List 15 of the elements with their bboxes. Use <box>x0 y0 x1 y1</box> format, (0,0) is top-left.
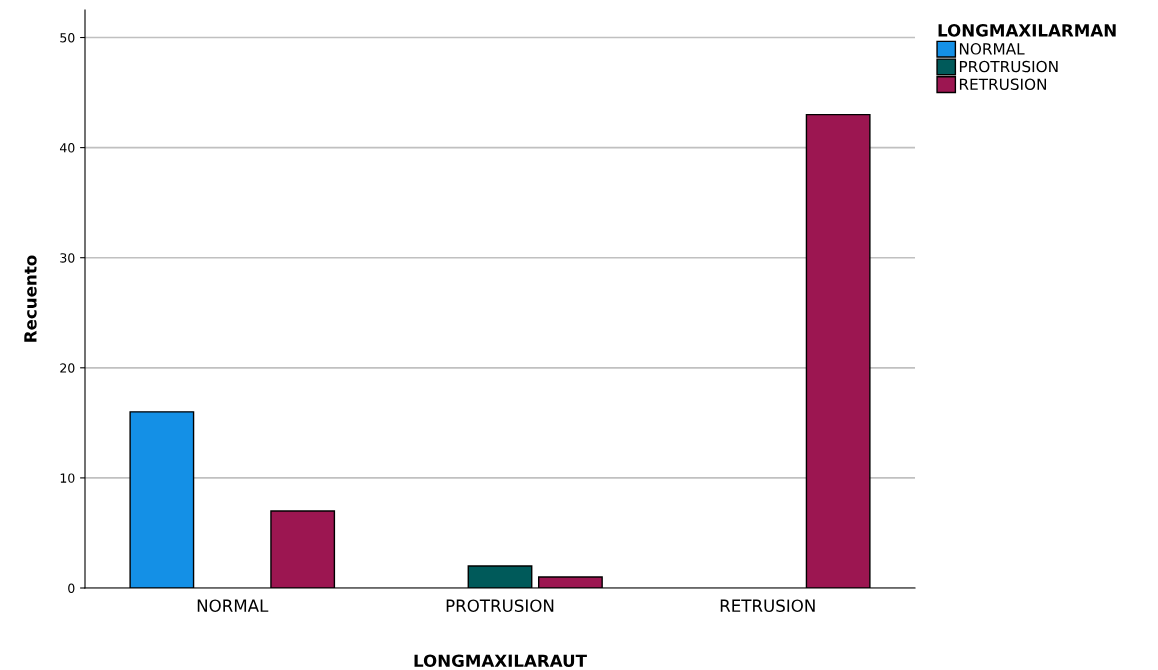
x-tick-label: NORMAL <box>197 599 269 613</box>
y-tick-label: 30 <box>60 253 75 263</box>
x-axis-title: LONGMAXILARAUT <box>414 654 587 668</box>
y-tick-label: 40 <box>59 143 75 153</box>
y-tick-label: 20 <box>60 363 75 373</box>
legend-label: PROTRUSION <box>959 60 1058 73</box>
x-tick-label: PROTRUSION <box>446 599 554 613</box>
y-tick-label: 50 <box>60 33 75 43</box>
x-tick-label: RETRUSION <box>720 599 815 613</box>
y-axis-title: Recuento <box>24 255 37 342</box>
legend-title: LONGMAXILARMAN <box>938 24 1116 37</box>
y-tick-label: 10 <box>60 473 75 483</box>
y-tick-label: 0 <box>68 583 75 593</box>
legend-label: NORMAL <box>959 43 1025 55</box>
legend-label: RETRUSION <box>959 78 1046 90</box>
